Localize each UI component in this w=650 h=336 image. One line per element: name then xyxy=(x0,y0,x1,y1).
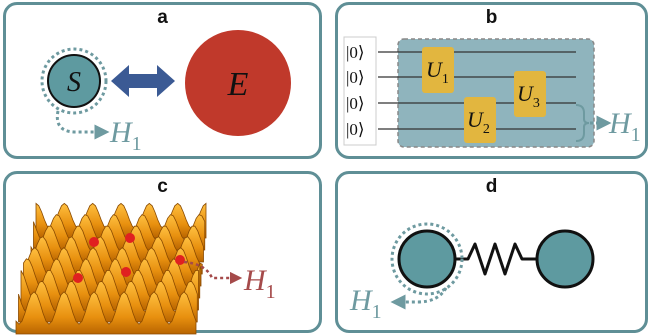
panel-c-label: c xyxy=(157,176,168,197)
ket-2: |0⟩ xyxy=(346,94,365,113)
surface-ridge xyxy=(15,291,197,335)
hamiltonian-dotted-arrow xyxy=(55,110,110,140)
mass-right xyxy=(535,229,595,289)
hamiltonian-dotted-arrow-d xyxy=(390,287,448,310)
environment-circle xyxy=(185,30,291,136)
spring xyxy=(454,242,538,276)
mass-left xyxy=(397,229,457,289)
panel-c-landscape: H1 xyxy=(15,202,276,335)
system-dotted-ring xyxy=(40,47,108,115)
panel-a-label: a xyxy=(157,7,168,28)
hamiltonian-label: H1 xyxy=(109,116,142,155)
panel-b-circuit: |0⟩ |0⟩ |0⟩ |0⟩ U1 U2 U3 H1 xyxy=(343,36,641,148)
exchange-arrow xyxy=(111,65,175,97)
panel-b-label: b xyxy=(485,7,498,28)
panel-a-diagram: S E H1 xyxy=(40,30,291,155)
system-circle xyxy=(47,54,101,108)
gate-u1-label: U1 xyxy=(426,57,449,87)
gate-u3-label: U3 xyxy=(517,81,540,111)
particle-5 xyxy=(175,255,185,265)
environment-symbol: E xyxy=(227,66,249,103)
mass-left-dotted-ring xyxy=(390,222,464,296)
hamiltonian-label-b: H1 xyxy=(608,107,641,146)
system-symbol: S xyxy=(67,67,81,98)
ket-1: |0⟩ xyxy=(346,68,365,87)
panel-d: d H1 xyxy=(335,171,648,333)
panel-d-oscillator: H1 xyxy=(349,222,595,323)
particle-3 xyxy=(73,273,83,283)
hamiltonian-label-c: H1 xyxy=(243,264,276,303)
ket-column xyxy=(343,36,377,146)
gate-u1 xyxy=(422,47,454,93)
ket-3: |0⟩ xyxy=(346,120,365,139)
hamiltonian-dotted-arrow-c xyxy=(183,260,243,285)
panel-b: b |0⟩ |0⟩ |0⟩ |0⟩ U1 U2 U3 H1 xyxy=(335,2,648,159)
particle-4 xyxy=(121,267,131,277)
hamiltonian-label-d: H1 xyxy=(349,284,382,323)
panel-d-label: d xyxy=(485,176,498,197)
output-brace xyxy=(575,104,590,142)
panel-c: c H1 xyxy=(3,171,322,335)
gate-u2 xyxy=(464,97,496,143)
panel-a: a S E H1 xyxy=(3,2,322,159)
particle-2 xyxy=(125,233,135,243)
gate-u3 xyxy=(514,71,546,117)
energy-surface xyxy=(15,202,207,335)
ket-0: |0⟩ xyxy=(346,43,365,62)
gate-u2-label: U2 xyxy=(467,107,490,137)
particle-1 xyxy=(89,237,99,247)
